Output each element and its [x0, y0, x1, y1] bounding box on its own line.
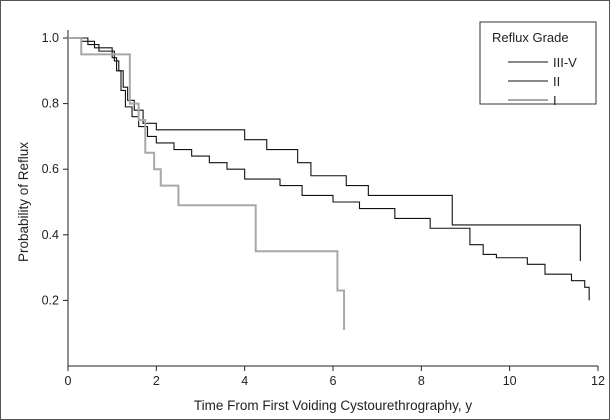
x-tick-label: 6 — [330, 374, 337, 388]
series-line-i — [68, 37, 346, 330]
y-tick-label: 0.4 — [42, 228, 59, 242]
y-tick-label: 1.0 — [42, 31, 59, 45]
legend-title: Reflux Grade — [492, 30, 569, 45]
y-axis-title: Probability of Reflux — [16, 142, 31, 262]
x-tick-label: 12 — [591, 374, 605, 388]
legend-entry: II — [553, 74, 560, 89]
x-tick-label: 10 — [503, 374, 517, 388]
x-tick-label: 0 — [65, 374, 72, 388]
y-tick-label: 0.2 — [42, 293, 59, 307]
series-line-iii-v — [68, 37, 581, 262]
x-tick-label: 8 — [418, 374, 425, 388]
legend-entry: I — [553, 93, 557, 108]
axes: 0 2 4 6 8 10 12 0.2 0.4 0.6 0.8 1.0 — [42, 30, 605, 388]
legend-entry: III-V — [553, 55, 577, 70]
legend-box — [479, 21, 597, 105]
x-tick-label: 4 — [241, 374, 248, 388]
series-layer — [68, 37, 590, 330]
x-axis-title: Time From First Voiding Cystourethrograp… — [194, 398, 473, 413]
y-tick-label: 0.6 — [42, 162, 59, 176]
y-tick-label: 0.8 — [42, 97, 59, 111]
series-line-ii — [68, 37, 590, 301]
x-tick-label: 2 — [153, 374, 160, 388]
